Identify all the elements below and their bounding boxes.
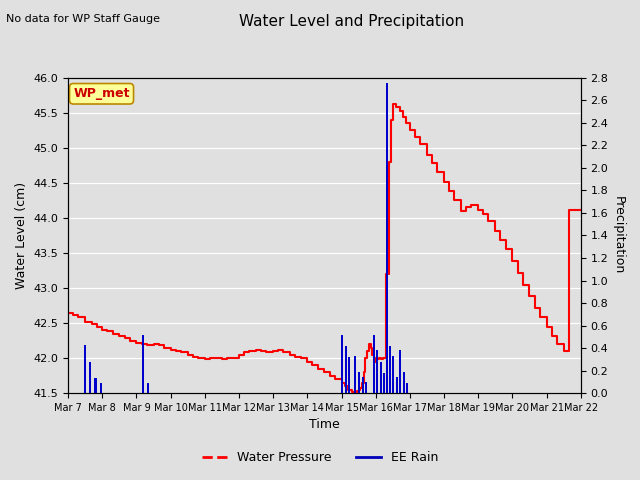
Bar bbox=[392, 356, 394, 393]
Text: No data for WP Staff Gauge: No data for WP Staff Gauge bbox=[6, 14, 161, 24]
Bar bbox=[362, 377, 364, 393]
Bar bbox=[380, 361, 382, 393]
Bar bbox=[389, 346, 391, 393]
Bar bbox=[340, 335, 342, 393]
Bar bbox=[383, 373, 385, 393]
Bar bbox=[100, 383, 102, 393]
X-axis label: Time: Time bbox=[309, 419, 340, 432]
Bar bbox=[373, 335, 375, 393]
Bar bbox=[396, 377, 398, 393]
Bar bbox=[399, 350, 401, 393]
Text: WP_met: WP_met bbox=[73, 87, 130, 100]
Y-axis label: Water Level (cm): Water Level (cm) bbox=[15, 182, 28, 289]
Y-axis label: Precipitation: Precipitation bbox=[612, 196, 625, 275]
Bar bbox=[90, 361, 92, 393]
Bar bbox=[147, 383, 150, 393]
Bar bbox=[95, 379, 97, 393]
Bar bbox=[365, 382, 367, 393]
Bar bbox=[354, 356, 356, 393]
Bar bbox=[376, 350, 378, 393]
Bar bbox=[142, 335, 145, 393]
Bar bbox=[406, 383, 408, 393]
Text: Water Level and Precipitation: Water Level and Precipitation bbox=[239, 14, 465, 29]
Legend: Water Pressure, EE Rain: Water Pressure, EE Rain bbox=[196, 446, 444, 469]
Bar bbox=[348, 357, 350, 393]
Bar bbox=[403, 372, 404, 393]
Bar bbox=[84, 345, 86, 393]
Bar bbox=[358, 372, 360, 393]
Bar bbox=[386, 84, 388, 393]
Bar bbox=[344, 346, 347, 393]
